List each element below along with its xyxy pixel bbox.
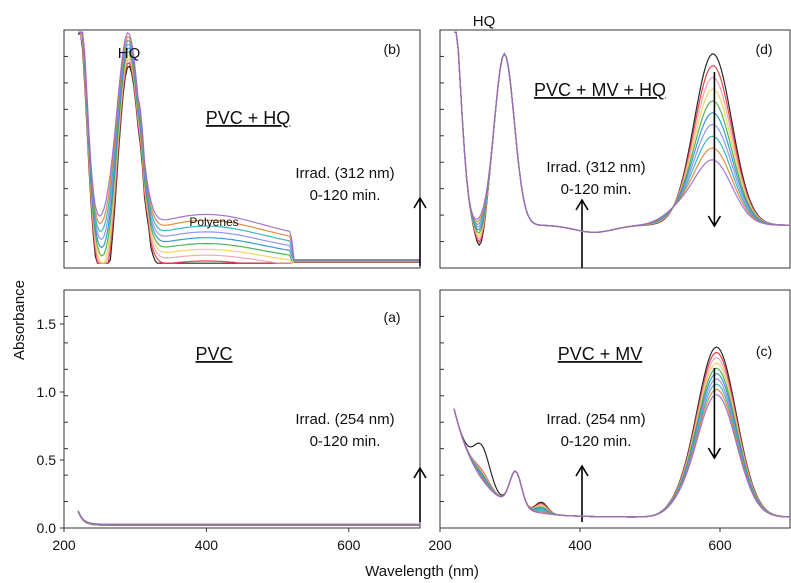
plot-frame [63, 289, 421, 529]
irradiation-label: 0-120 min. [561, 433, 632, 450]
spectrum-series [77, 510, 420, 525]
x-tick-label: 600 [708, 537, 732, 553]
spectrum-series [78, 31, 420, 261]
y-tick-label: 0.5 [37, 452, 57, 468]
panel-title: PVC [195, 344, 232, 364]
spectrum-series [454, 31, 790, 237]
x-axis-label: Wavelength (nm) [365, 563, 479, 580]
x-tick-label: 200 [52, 537, 76, 553]
y-tick-label: 1.0 [37, 384, 57, 400]
panel-title: PVC + HQ [206, 108, 291, 128]
arrow-head [707, 215, 722, 228]
spectrum-series [77, 510, 420, 526]
panel-label: (c) [756, 343, 772, 359]
arrow-head [413, 466, 427, 479]
irradiation-label: 0-120 min. [310, 187, 381, 204]
spectrum-series [77, 511, 420, 526]
panel-title: PVC + MV [558, 344, 643, 364]
spectrum-series [77, 511, 420, 526]
x-tick-label: 600 [337, 537, 361, 553]
panel-label: (b) [383, 41, 400, 57]
arrow-head [575, 464, 589, 477]
irradiation-label: 0-120 min. [310, 433, 381, 450]
irradiation-label: Irrad. (254 nm) [295, 411, 394, 428]
y-tick-label: 1.5 [37, 316, 57, 332]
irradiation-label: Irrad. (312 nm) [546, 159, 645, 176]
spectrum-series [454, 31, 790, 240]
y-tick-label: 0.0 [37, 520, 57, 536]
chart-panel-c: 200 400 600 (c) PVC + MV Irrad. (254 nm) 0-120… [413, 289, 791, 553]
chart-panel-d: (d) PVC + MV + HQ HQ Irrad. (312 nm) 0-120 m… [413, 13, 791, 269]
spectrum-series [454, 31, 790, 247]
irradiation-label: 0-120 min. [561, 181, 632, 198]
plot-frame [63, 29, 421, 269]
spectrum-series [454, 31, 790, 234]
polyenes-annotation: Polyenes [189, 215, 238, 229]
spectrum-series [453, 394, 791, 518]
irradiation-label: Irrad. (312 nm) [295, 165, 394, 182]
arrow-head [707, 447, 722, 460]
panel-title: PVC + MV + HQ [534, 80, 666, 100]
peak-label: HQ [473, 13, 496, 30]
x-tick-label: 200 [428, 537, 452, 553]
chart-panel-b: (b) PVC + HQ HQ Polyenes Irrad. (312 nm) 0-12… [63, 29, 589, 269]
peak-label: HQ [118, 45, 141, 62]
spectrum-series [77, 510, 420, 526]
x-tick-label: 400 [195, 537, 219, 553]
spectrum-series [77, 31, 420, 264]
arrow-head [575, 198, 589, 211]
y-axis-label: Absorbance [11, 280, 28, 360]
arrow-head [413, 196, 427, 209]
spectrum-series [77, 510, 420, 525]
spectrum-series [77, 511, 420, 526]
x-tick-label: 400 [568, 537, 592, 553]
spectrum-series [454, 31, 790, 244]
spectrum-series [77, 510, 420, 525]
chart-panel-a: 0.0 0.5 1.0 1.5 200 400 600 (a) PVC Irrad. (254 n… [37, 289, 589, 553]
panel-label: (d) [755, 41, 772, 57]
panel-label: (a) [383, 309, 400, 325]
plot-frame [439, 289, 791, 529]
spectrum-series [454, 31, 790, 233]
plot-frame [439, 29, 791, 269]
spectrum-series [77, 511, 420, 526]
spectrum-series [77, 511, 420, 526]
irradiation-label: Irrad. (254 nm) [546, 411, 645, 428]
